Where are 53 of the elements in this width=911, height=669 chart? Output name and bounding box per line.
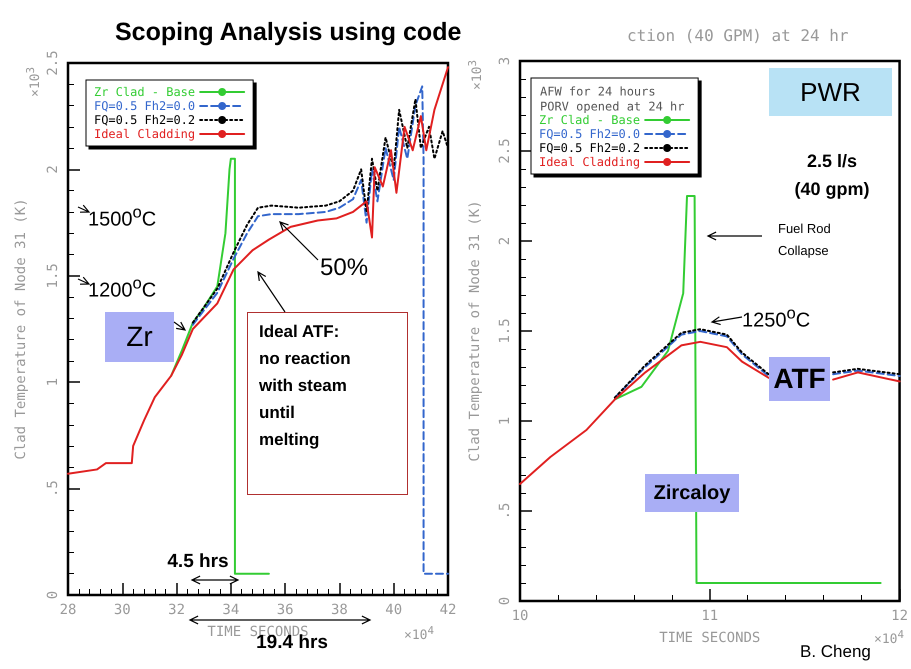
y-tick-label: 2.5 (45, 50, 61, 76)
x-tick-label: 30 (114, 602, 131, 618)
annotation: 2.5 l/s (40 gpm) (794, 150, 870, 201)
legend-label: Ideal Cladding (94, 127, 196, 141)
chart-title: Scoping Analysis using code (115, 18, 462, 47)
x-tick-label: 32 (168, 602, 185, 618)
x-tick-label: 34 (222, 602, 240, 618)
annotation: Zircaloy (645, 474, 739, 512)
annotation: Zr (105, 312, 174, 362)
y-axis-title: Clad Temperature of Node 31 (K) (13, 198, 29, 460)
y-tick-label: 0 (497, 596, 513, 606)
legend-label: FQ=0.5 Fh2=0.0 (94, 99, 196, 113)
y-tick-label: 2 (45, 165, 61, 174)
y-tick-label: .5 (45, 480, 61, 498)
y-tick-label: 1 (45, 378, 61, 386)
legend-label: Zr Clad - Base (538, 113, 640, 127)
x-tick-label: 10 (512, 608, 528, 624)
annotation: 1500$^{o}$C (88, 202, 156, 232)
legend-label: FQ=0.5 Fh2=0.2 (94, 113, 196, 127)
x-tick-label: 36 (276, 602, 294, 618)
y-tick-label: 1.5 (45, 263, 61, 288)
x-tick-label: 28 (60, 602, 76, 618)
annotation: PWR (769, 68, 892, 116)
y-tick-label: 0 (45, 590, 61, 600)
y-tick-label: 2 (497, 236, 513, 246)
annotation: 1200$^{o}$C (88, 272, 156, 302)
y-tick-label: 3 (497, 56, 513, 66)
text: ×10$^{4}$ (404, 622, 434, 644)
annotation: 50% (320, 254, 368, 282)
legend-label: Ideal Cladding (538, 155, 640, 169)
legend-label: FQ=0.5 Fh2=0.2 (538, 141, 640, 155)
y-axis-title: Clad Temperature of Node 31 (K) (467, 200, 483, 462)
text: B. Cheng (800, 642, 871, 662)
legend-label: FQ=0.5 Fh2=0.0 (538, 127, 640, 141)
x-tick-label: 40 (385, 602, 402, 618)
chart-title: ction (40 GPM) at 24 hr (627, 26, 849, 45)
line-series (67, 66, 449, 475)
x-tick-label: 42 (440, 602, 456, 618)
x-axis-title: TIME SECONDS (659, 630, 760, 646)
y-tick-label: 2.5 (497, 138, 513, 164)
x-tick-label: 11 (701, 608, 718, 624)
annotation: 4.5 hrs (167, 551, 229, 573)
legend-label: Zr Clad - Base (94, 85, 196, 99)
y-tick-label: 1 (497, 416, 513, 426)
y-tick-label: .5 (497, 502, 513, 520)
legend-title: AFW for 24 hours PORV opened at 24 hr (540, 84, 684, 114)
y-tick-label: 1.5 (497, 318, 513, 344)
annotation: ATF (769, 357, 830, 401)
text: ×10$^{4}$ (874, 626, 904, 648)
annotation: 1250$^{o}$C (742, 302, 810, 332)
x-tick-label: 38 (331, 602, 348, 618)
x-tick-label: 12 (891, 608, 908, 624)
annotation: Fuel Rod Collapse (778, 220, 831, 260)
